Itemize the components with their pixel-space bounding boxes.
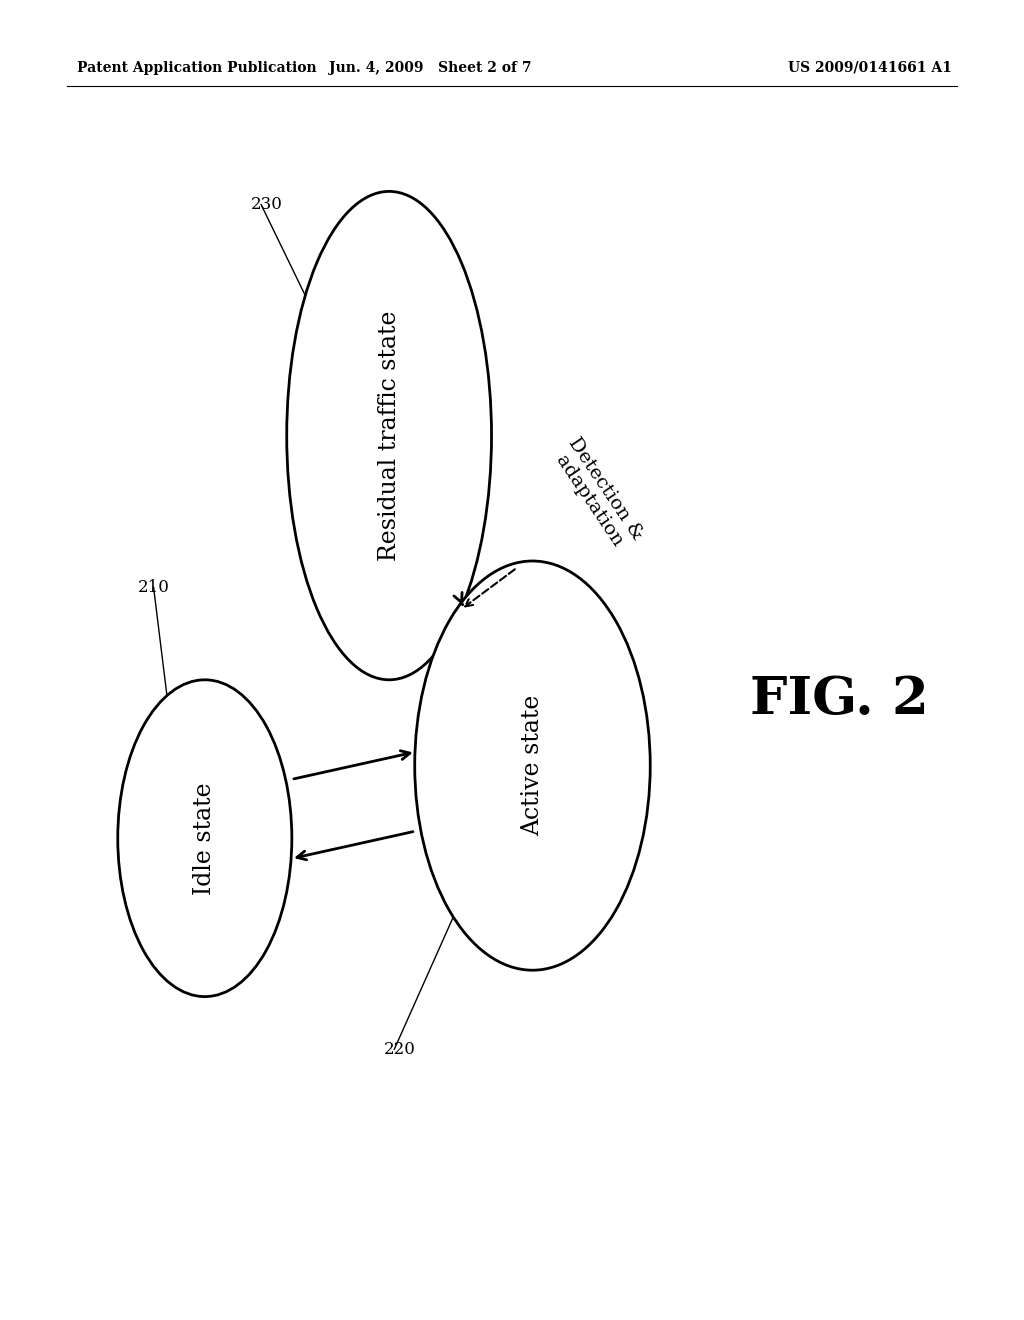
- Text: 230: 230: [251, 197, 283, 213]
- Text: Jun. 4, 2009   Sheet 2 of 7: Jun. 4, 2009 Sheet 2 of 7: [329, 61, 531, 75]
- Text: Active state: Active state: [521, 694, 544, 837]
- Text: FIG. 2: FIG. 2: [751, 675, 929, 725]
- Text: Patent Application Publication: Patent Application Publication: [77, 61, 316, 75]
- Text: US 2009/0141661 A1: US 2009/0141661 A1: [788, 61, 952, 75]
- Text: Detection &
adaptation: Detection & adaptation: [548, 434, 647, 556]
- Text: Idle state: Idle state: [194, 781, 216, 895]
- Text: 220: 220: [384, 1041, 416, 1057]
- Ellipse shape: [415, 561, 650, 970]
- Ellipse shape: [118, 680, 292, 997]
- Ellipse shape: [287, 191, 492, 680]
- Text: Residual traffic state: Residual traffic state: [378, 310, 400, 561]
- Text: 210: 210: [138, 579, 170, 595]
